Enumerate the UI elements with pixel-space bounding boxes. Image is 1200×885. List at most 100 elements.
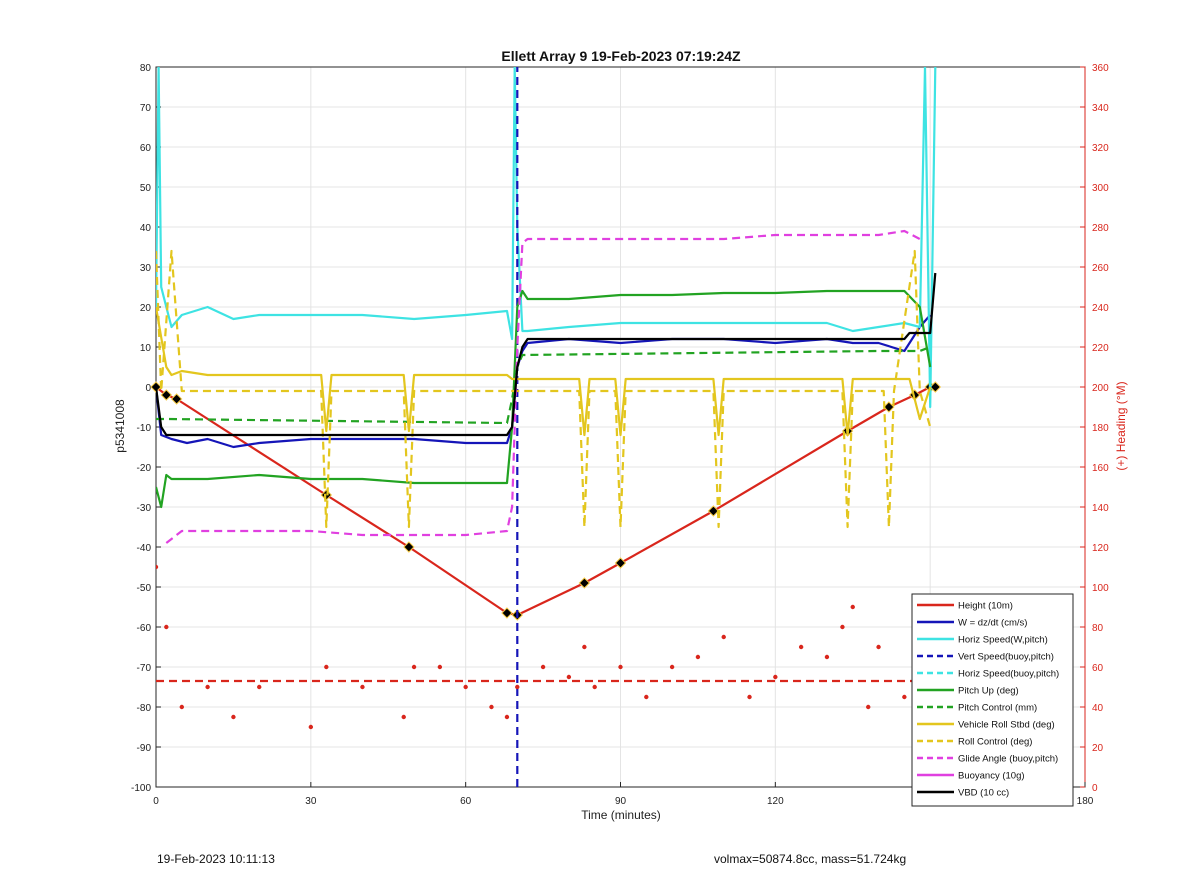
heading-point (164, 624, 169, 630)
heading-point (540, 664, 546, 670)
y2-tick-label: 340 (1092, 103, 1109, 114)
grid (155, 66, 1086, 788)
y2-tick-label: 240 (1092, 303, 1109, 314)
series-pitch-control-mm (156, 345, 931, 425)
axes: 0306090120150180-100-90-80-70-60-50-40-3… (131, 63, 1109, 807)
heading-point (747, 694, 752, 700)
y-tick-label: -100 (131, 783, 151, 794)
y2-tick-label: 60 (1092, 663, 1104, 674)
height-marker (929, 381, 942, 393)
series-height-10m (156, 385, 936, 617)
y-tick-label: -40 (137, 543, 152, 554)
heading-point (876, 644, 881, 650)
legend-label: Buoyancy (10g) (958, 771, 1025, 782)
heading-point (489, 704, 494, 710)
y2-tick-label: 260 (1092, 263, 1109, 274)
height-marker (614, 557, 627, 569)
x-tick-label: 180 (1077, 796, 1094, 807)
heading-point (582, 644, 587, 650)
height-marker (707, 505, 720, 517)
series-vehicle-roll-stbd-deg (156, 306, 932, 437)
legend-label: Glide Angle (buoy,pitch) (958, 754, 1058, 765)
y2-tick-label: 360 (1092, 63, 1109, 74)
y2-tick-label: 180 (1092, 423, 1109, 434)
y-tick-label: -20 (137, 463, 152, 474)
footer-info: volmax=50874.8cc, mass=51.724kg (714, 852, 907, 866)
heading-point (824, 654, 830, 660)
legend-label: VBD (10 cc) (958, 788, 1009, 799)
x-tick-label: 0 (153, 796, 159, 807)
y2-tick-label: 280 (1092, 223, 1109, 234)
heading-point (308, 724, 314, 730)
legend-label: Height (10m) (958, 601, 1013, 612)
x-tick-label: 90 (615, 796, 627, 807)
series-vbd-10-cc (156, 272, 937, 437)
y-tick-label: -10 (137, 423, 152, 434)
y-tick-label: -30 (137, 503, 152, 514)
heading-point (592, 684, 597, 690)
legend-label: Pitch Control (mm) (958, 703, 1037, 714)
y2-tick-label: 0 (1092, 783, 1098, 794)
y-tick-label: -50 (137, 583, 152, 594)
heading-point (902, 694, 907, 700)
heading-point (515, 684, 520, 690)
plot-area (150, 67, 942, 787)
height-marker (501, 607, 513, 619)
chart-title: Ellett Array 9 19-Feb-2023 07:19:24Z (501, 48, 741, 64)
heading-point (798, 644, 804, 650)
x-tick-label: 30 (305, 796, 317, 807)
x-tick-label: 60 (460, 796, 472, 807)
y-tick-label: 70 (140, 103, 152, 114)
y2-tick-label: 200 (1092, 383, 1109, 394)
heading-point (156, 564, 159, 570)
heading-point (669, 664, 675, 670)
heading-point (179, 704, 185, 710)
heading-point (463, 684, 468, 690)
heading-point (618, 664, 623, 670)
legend: Height (10m) W = dz/dt (cm/s) Horiz Speed(… (911, 593, 1074, 807)
y-tick-label: -60 (137, 623, 152, 634)
x-axis-label: Time (minutes) (581, 808, 661, 822)
y-axis-label: p5341008 (113, 399, 127, 453)
heading-point (850, 604, 855, 610)
height-marker (883, 401, 895, 413)
heading-point (504, 714, 510, 720)
y2-axis-label: (+) Heading (°M) (1114, 381, 1128, 470)
x-tick-label: 120 (767, 796, 784, 807)
height-marker (170, 393, 183, 405)
y2-tick-label: 20 (1092, 743, 1104, 754)
heading-point (360, 684, 365, 690)
legend-label: W = dz/dt (cm/s) (958, 618, 1027, 629)
legend-box (911, 593, 1074, 807)
heading-point (773, 674, 778, 680)
height-marker (160, 389, 173, 401)
legend-label: Roll Control (deg) (958, 737, 1032, 748)
heading-point (695, 654, 701, 660)
legend-label: Pitch Up (deg) (958, 686, 1019, 697)
y2-tick-label: 320 (1092, 143, 1109, 154)
y2-tick-label: 160 (1092, 463, 1109, 474)
y-tick-label: -80 (137, 703, 152, 714)
y2-tick-label: 120 (1092, 543, 1109, 554)
y-tick-label: 50 (140, 183, 152, 194)
height-marker (578, 577, 591, 589)
y2-tick-label: 80 (1092, 623, 1104, 634)
height-marker (403, 541, 415, 553)
heading-point (411, 664, 417, 670)
series-roll-control-deg (156, 249, 932, 529)
series-pitch-up-deg (156, 289, 932, 509)
heading-point (644, 694, 649, 700)
y-tick-label: 60 (140, 143, 152, 154)
heading-point (401, 714, 406, 720)
heading-point (840, 624, 845, 630)
heading-point (324, 664, 329, 670)
heading-point (437, 664, 443, 670)
series-glide-angle-buoy-pitch (165, 229, 921, 544)
y2-tick-label: 100 (1092, 583, 1109, 594)
footer-timestamp: 19-Feb-2023 10:11:13 (157, 852, 275, 866)
heading-point (205, 684, 210, 690)
y-tick-label: 80 (140, 63, 152, 74)
y-tick-label: 0 (145, 383, 151, 394)
heading-point (721, 634, 726, 640)
heading-point (257, 684, 262, 690)
